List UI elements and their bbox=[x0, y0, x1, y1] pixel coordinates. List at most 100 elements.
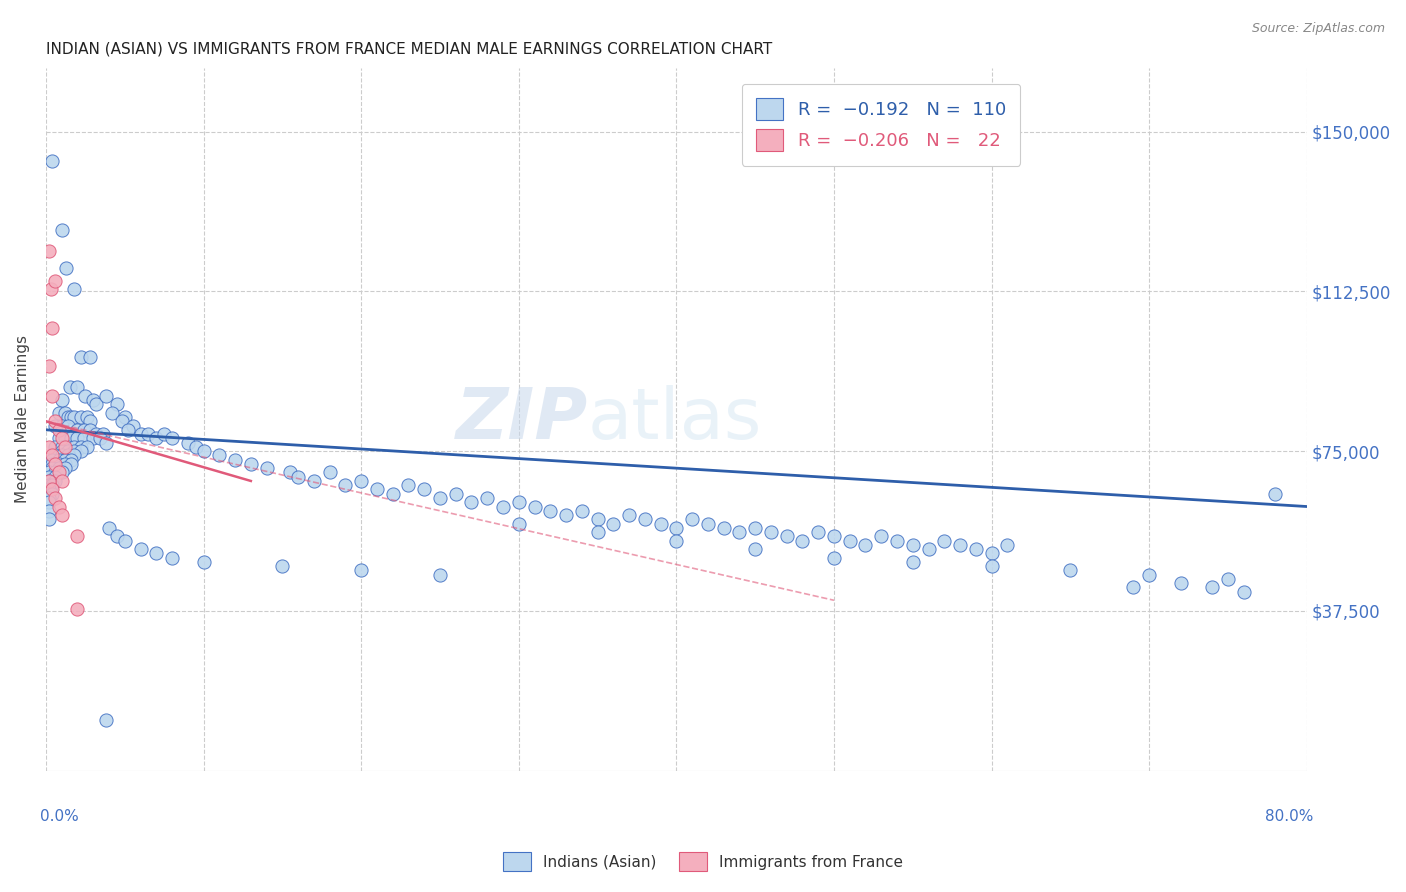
Point bbox=[44, 440, 66, 454]
Point bbox=[101, 406, 124, 420]
Point bbox=[38, 504, 60, 518]
Point bbox=[51, 449, 73, 463]
Point bbox=[60, 457, 83, 471]
Point bbox=[1137, 567, 1160, 582]
Point bbox=[184, 440, 207, 454]
Point bbox=[66, 601, 89, 615]
Point bbox=[429, 567, 451, 582]
Point bbox=[48, 457, 70, 471]
Point bbox=[41, 487, 63, 501]
Point bbox=[39, 282, 62, 296]
Point bbox=[696, 516, 718, 531]
Point bbox=[41, 154, 63, 169]
Point bbox=[38, 474, 60, 488]
Point bbox=[56, 444, 79, 458]
Point bbox=[76, 440, 98, 454]
Point bbox=[91, 427, 114, 442]
Point bbox=[492, 500, 515, 514]
Point bbox=[79, 351, 101, 365]
Point bbox=[823, 529, 845, 543]
Point bbox=[51, 444, 73, 458]
Point bbox=[79, 414, 101, 428]
Point bbox=[160, 550, 183, 565]
Point bbox=[51, 440, 73, 454]
Point bbox=[66, 529, 89, 543]
Point bbox=[121, 418, 143, 433]
Point bbox=[53, 440, 76, 454]
Point bbox=[44, 466, 66, 480]
Point bbox=[177, 435, 200, 450]
Point bbox=[508, 516, 530, 531]
Point bbox=[634, 512, 657, 526]
Point bbox=[60, 452, 83, 467]
Point bbox=[792, 533, 814, 548]
Point bbox=[1264, 487, 1286, 501]
Point bbox=[318, 466, 340, 480]
Point bbox=[145, 431, 167, 445]
Point bbox=[48, 406, 70, 420]
Point bbox=[60, 410, 83, 425]
Point bbox=[153, 427, 176, 442]
Point bbox=[239, 457, 262, 471]
Text: 80.0%: 80.0% bbox=[1264, 809, 1313, 824]
Point bbox=[335, 478, 357, 492]
Point bbox=[870, 529, 893, 543]
Point bbox=[105, 397, 128, 411]
Point bbox=[55, 260, 77, 275]
Text: atlas: atlas bbox=[588, 384, 762, 454]
Point bbox=[38, 466, 60, 480]
Point bbox=[460, 495, 482, 509]
Point bbox=[44, 474, 66, 488]
Point bbox=[56, 418, 79, 433]
Point bbox=[398, 478, 420, 492]
Point bbox=[728, 525, 751, 540]
Point bbox=[105, 529, 128, 543]
Point bbox=[665, 533, 688, 548]
Point bbox=[41, 483, 63, 497]
Point bbox=[41, 449, 63, 463]
Point bbox=[523, 500, 546, 514]
Point bbox=[66, 423, 89, 437]
Point bbox=[56, 410, 79, 425]
Point bbox=[145, 546, 167, 560]
Point bbox=[41, 457, 63, 471]
Point bbox=[111, 414, 134, 428]
Point bbox=[82, 431, 104, 445]
Point bbox=[51, 474, 73, 488]
Point bbox=[138, 427, 160, 442]
Point bbox=[823, 550, 845, 565]
Point bbox=[69, 444, 91, 458]
Point bbox=[224, 452, 246, 467]
Point bbox=[681, 512, 703, 526]
Point bbox=[117, 423, 139, 437]
Point bbox=[51, 222, 73, 236]
Point bbox=[44, 274, 66, 288]
Legend: Indians (Asian), Immigrants from France: Indians (Asian), Immigrants from France bbox=[496, 847, 910, 877]
Point bbox=[63, 449, 86, 463]
Point bbox=[63, 410, 86, 425]
Point bbox=[444, 487, 467, 501]
Point bbox=[586, 525, 609, 540]
Point bbox=[602, 516, 624, 531]
Point bbox=[53, 406, 76, 420]
Point bbox=[51, 508, 73, 522]
Point bbox=[69, 440, 91, 454]
Point bbox=[38, 495, 60, 509]
Point bbox=[51, 466, 73, 480]
Text: Source: ZipAtlas.com: Source: ZipAtlas.com bbox=[1251, 22, 1385, 36]
Point bbox=[86, 397, 108, 411]
Point bbox=[901, 538, 924, 552]
Point bbox=[48, 423, 70, 437]
Point bbox=[76, 410, 98, 425]
Point bbox=[66, 431, 89, 445]
Point bbox=[63, 440, 86, 454]
Point bbox=[381, 487, 404, 501]
Point bbox=[129, 542, 152, 557]
Point bbox=[86, 427, 108, 442]
Point bbox=[38, 244, 60, 258]
Point bbox=[38, 469, 60, 483]
Point bbox=[271, 559, 294, 574]
Point bbox=[917, 542, 939, 557]
Point bbox=[114, 410, 136, 425]
Point bbox=[744, 542, 766, 557]
